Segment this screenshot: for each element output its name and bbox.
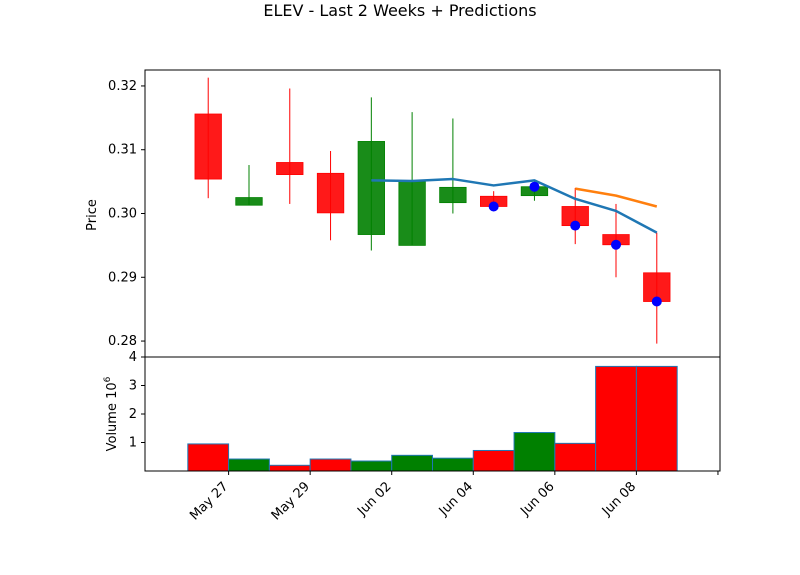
volume-panel: 1 2 3 4 [129,350,721,472]
volume-bar [554,442,597,472]
price-axis-label: Price [85,199,100,231]
price-panel: 0.28 0.29 0.30 0.31 0.32 [108,69,721,358]
candle-body [398,181,426,246]
volume-bar [472,449,515,472]
price-ytick-label: 0.28 [108,334,137,349]
blue-prediction-line [371,177,658,234]
x-tick-label: Jun 02 [354,479,394,519]
x-tick-label: Jun 06 [517,479,557,519]
candle-body [235,197,263,206]
candle-body [316,172,345,214]
volume-frame [144,356,721,472]
candle-body [439,186,467,204]
prediction-point [570,220,581,231]
volume-ytick-label: 4 [129,350,137,365]
orange-prediction-line [575,187,658,208]
candle-body [194,113,222,180]
volume-axis-label: Volume 106 [103,376,120,451]
volume-bar [513,432,556,472]
price-frame [144,69,721,358]
volume-bar [391,454,433,472]
candle-body [357,141,385,235]
chart-title: ELEV - Last 2 Weeks + Predictions [263,1,536,20]
volume-ytick-label: 3 [129,379,137,394]
prediction-point [651,296,662,307]
x-tick-label: Jun 08 [599,479,639,519]
prediction-point [488,201,499,212]
price-ytick-label: 0.31 [108,143,137,158]
volume-bar [432,457,474,472]
candle-body [276,162,304,175]
volume-ytick-label: 2 [129,407,137,422]
x-tick-label: May 27 [187,479,231,523]
volume-bar [350,460,393,472]
volume-bar [268,464,311,472]
volume-bar [595,365,637,472]
volume-ytick-label: 1 [129,436,137,451]
prediction-point [529,181,540,192]
price-ytick-label: 0.30 [108,207,137,222]
volume-bar [309,458,352,472]
volume-bar [187,443,230,472]
volume-bar [635,365,678,472]
volume-bar [228,458,270,472]
x-axis: May 27 May 29 Jun 02 Jun 04 Jun 06 Jun 08 [187,471,719,523]
prediction-point [611,239,622,250]
x-tick-label: Jun 04 [436,479,476,519]
price-ytick-label: 0.32 [108,79,137,94]
price-ytick-label: 0.29 [108,270,137,285]
x-tick-label: May 29 [269,479,313,523]
